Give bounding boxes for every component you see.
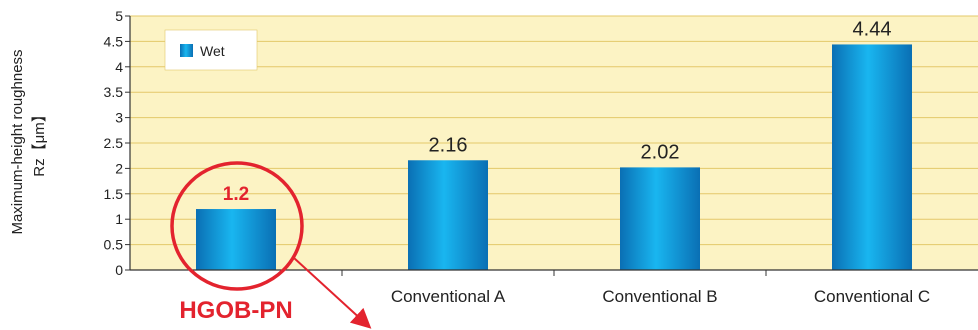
- y-tick-label: 1.5: [104, 186, 124, 202]
- highlight-category-label: HGOB-PN: [179, 297, 292, 324]
- bar: [196, 209, 276, 270]
- y-tick-label: 5: [115, 8, 123, 24]
- highlight-arrow: [293, 257, 372, 329]
- y-tick-label: 4.5: [104, 33, 124, 49]
- legend-label: Wet: [200, 43, 225, 59]
- legend-swatch: [180, 44, 193, 57]
- legend: Wet: [164, 29, 258, 71]
- highlight-annotation: [170, 161, 372, 329]
- y-tick-label: 2: [115, 160, 123, 176]
- y-tick-label: 3.5: [104, 84, 124, 100]
- highlight-circle: [170, 161, 304, 291]
- y-tick-label: 0: [115, 262, 123, 278]
- y-tick-label: 0.5: [104, 237, 124, 253]
- x-tick-label: Conventional C: [814, 287, 930, 306]
- bar: [620, 167, 700, 270]
- data-label: 2.16: [429, 134, 468, 156]
- bar: [408, 160, 488, 270]
- y-axis-unit-label: Rz【μm】: [31, 107, 48, 176]
- y-tick-label: 3: [115, 110, 123, 126]
- y-tick-label: 2.5: [104, 135, 124, 151]
- y-axis-label: Maximum-height roughness: [9, 49, 26, 234]
- x-tick-label: Conventional B: [602, 287, 717, 306]
- labels: 0 0.5 1 1.5 2 2.5 3 3.5 4 4.5 5 1.2 HGOB-PN 2.16 Conve…: [104, 8, 931, 324]
- x-tick-label: Conventional A: [391, 287, 506, 306]
- axes: [125, 15, 978, 276]
- y-tick-label: 1: [115, 211, 123, 227]
- data-label: 2.02: [641, 141, 680, 163]
- bars: [196, 44, 912, 270]
- y-tick-label: 4: [115, 59, 123, 75]
- data-label: 4.44: [853, 18, 892, 40]
- bar: [832, 44, 912, 270]
- data-label: 1.2: [223, 184, 249, 205]
